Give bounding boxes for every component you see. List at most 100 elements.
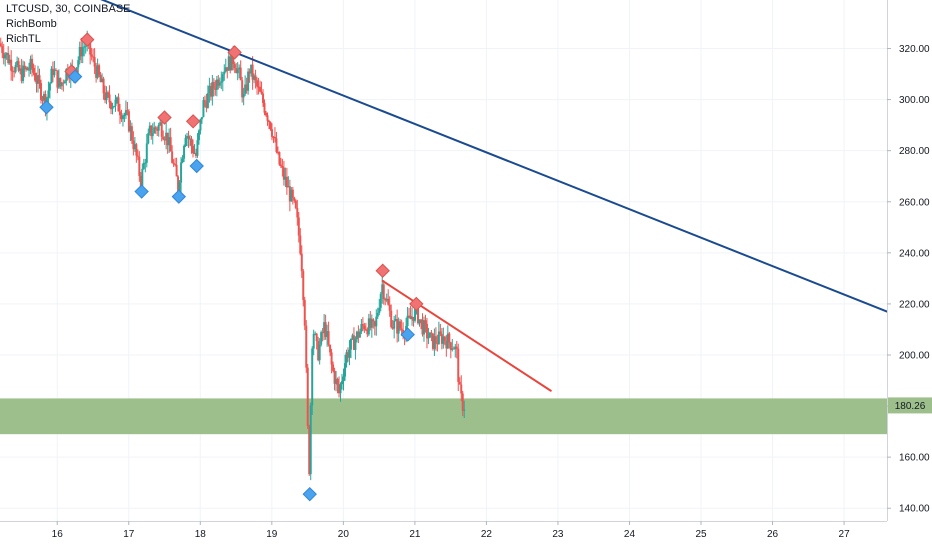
candle-body <box>250 64 253 74</box>
candle-body <box>102 78 105 94</box>
candle-body <box>397 321 400 334</box>
candle-body <box>190 138 193 146</box>
x-tick-label: 23 <box>552 529 564 540</box>
candle-body <box>330 352 333 365</box>
y-tick-label: 280.00 <box>899 146 930 157</box>
candle-body <box>384 299 387 301</box>
candle-body <box>107 92 110 95</box>
candle-body <box>211 82 214 97</box>
candle-body <box>372 319 375 322</box>
candle-body <box>414 305 417 321</box>
buy-signal-marker <box>189 158 204 174</box>
candle-body <box>343 363 346 377</box>
candle-body <box>5 53 8 55</box>
candle-body <box>169 137 172 152</box>
candle-body <box>29 58 32 70</box>
candle-body <box>31 58 34 69</box>
candle-body <box>439 331 442 334</box>
candle-body <box>54 69 57 71</box>
candle-body <box>417 303 420 324</box>
candle-body <box>427 337 430 339</box>
candle-body <box>275 138 278 152</box>
candle-body <box>278 152 281 165</box>
candle-body <box>205 101 208 108</box>
candle-body <box>396 318 399 334</box>
candle-body <box>104 93 107 101</box>
candle-body <box>412 316 415 321</box>
candle-body <box>130 126 133 141</box>
candle-body <box>110 102 113 110</box>
candle-body <box>303 300 306 326</box>
candle-body <box>35 80 38 84</box>
sell-signal-marker <box>409 296 424 312</box>
sell-signal-marker <box>375 263 390 278</box>
plot-background <box>0 0 887 521</box>
candle-body <box>434 336 437 344</box>
symbol-title[interactable]: LTCUSD, 30, COINBASE <box>6 3 131 15</box>
candle-body <box>98 65 101 76</box>
candle-body <box>141 168 144 188</box>
candle-body <box>440 333 443 344</box>
candle-body <box>342 376 345 382</box>
y-tick-label: 220.00 <box>899 299 930 310</box>
candle-body <box>400 328 403 330</box>
candle-body <box>84 45 87 47</box>
candle-body <box>235 68 238 74</box>
indicator-richtl[interactable]: RichTL <box>6 33 41 45</box>
candle-body <box>117 97 120 112</box>
candle-body <box>212 82 215 89</box>
candle-body <box>227 56 230 71</box>
indicator-richbomb[interactable]: RichBomb <box>6 18 57 30</box>
candle-body <box>244 84 247 94</box>
candle-body <box>379 293 382 308</box>
candle-body <box>436 343 439 345</box>
candle-body <box>175 164 178 177</box>
candle-body <box>370 319 373 328</box>
x-tick-label: 25 <box>695 529 707 540</box>
candle-body <box>4 54 7 59</box>
candle-body <box>341 381 344 385</box>
candle-body <box>248 71 251 74</box>
candle-body <box>92 56 95 58</box>
candle-body <box>37 75 40 84</box>
candle-body <box>115 97 118 100</box>
candle-body <box>202 100 205 118</box>
candle-body <box>166 132 169 146</box>
candle-body <box>215 79 218 90</box>
candle-body <box>144 162 147 164</box>
trendline-group[interactable] <box>64 0 888 392</box>
candlestick-series <box>0 30 466 481</box>
candle-body <box>138 156 141 176</box>
y-tick-label: 200.00 <box>899 350 930 361</box>
candle-body <box>454 346 457 350</box>
candle-body <box>419 319 422 321</box>
price-axis[interactable]: 140.00160.00180.00200.00220.00240.00260.… <box>887 0 932 521</box>
candle-body <box>165 132 168 141</box>
candle-body <box>369 318 372 328</box>
candle-body <box>394 318 397 321</box>
candle-body <box>294 200 297 209</box>
candle-body <box>408 315 411 317</box>
candle-body <box>191 145 194 154</box>
time-axis[interactable]: 16 17 18 19 20 21 22 23 24 25 26 27 <box>0 521 932 550</box>
candle-body <box>42 94 45 101</box>
y-tick-label: 320.00 <box>899 44 930 55</box>
candle-body <box>23 65 26 70</box>
candle-body <box>390 310 393 328</box>
candle-body <box>60 82 63 87</box>
candle-body <box>233 64 236 69</box>
candle-body <box>209 85 212 97</box>
candle-body <box>457 348 460 382</box>
x-tick-label: 19 <box>266 529 278 540</box>
candle-body <box>302 271 305 301</box>
candle-body <box>442 336 445 344</box>
candle-body <box>346 352 349 358</box>
candle-body <box>129 126 132 132</box>
candle-body <box>17 61 20 71</box>
candle-body <box>349 338 352 350</box>
candle-body <box>411 316 414 320</box>
candle-body <box>324 322 327 337</box>
candle-body <box>95 66 98 78</box>
